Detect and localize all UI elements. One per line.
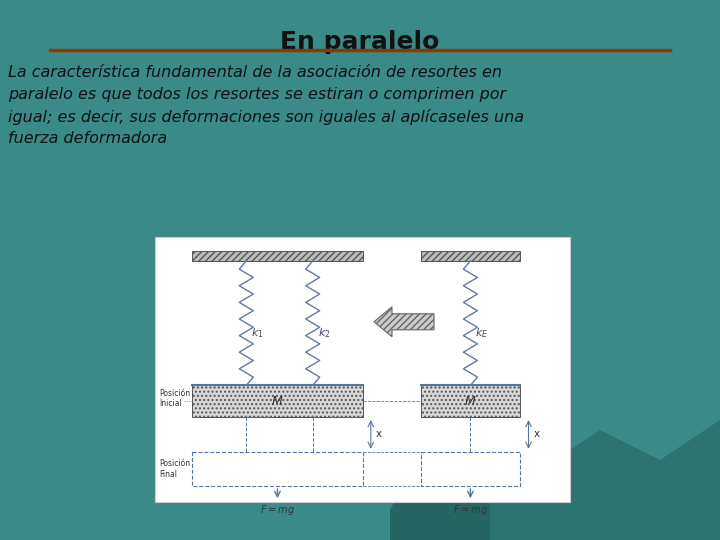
Polygon shape: [390, 470, 490, 540]
Bar: [420, 386, 521, 417]
Text: $F=mg$: $F=mg$: [453, 503, 488, 517]
Polygon shape: [374, 307, 434, 337]
Text: Posición
Inicial: Posición Inicial: [159, 389, 190, 408]
Text: x: x: [534, 429, 539, 440]
Text: $M$: $M$: [271, 395, 284, 408]
Text: $k_1$: $k_1$: [251, 326, 264, 340]
Bar: [155, 237, 570, 502]
Bar: [420, 251, 521, 261]
Bar: [192, 251, 362, 261]
Text: $M$: $M$: [464, 395, 477, 408]
Text: La característica fundamental de la asociación de resortes en
paralelo es que to: La característica fundamental de la asoc…: [8, 65, 524, 146]
Bar: [192, 386, 362, 417]
Text: En paralelo: En paralelo: [280, 30, 440, 54]
Text: $k_E$: $k_E$: [475, 326, 489, 340]
Polygon shape: [480, 420, 720, 540]
Text: x: x: [376, 429, 382, 440]
Text: $k_2$: $k_2$: [318, 326, 330, 340]
Text: Posición
Final: Posición Final: [159, 459, 190, 478]
Text: $F= mg$: $F= mg$: [260, 503, 295, 517]
